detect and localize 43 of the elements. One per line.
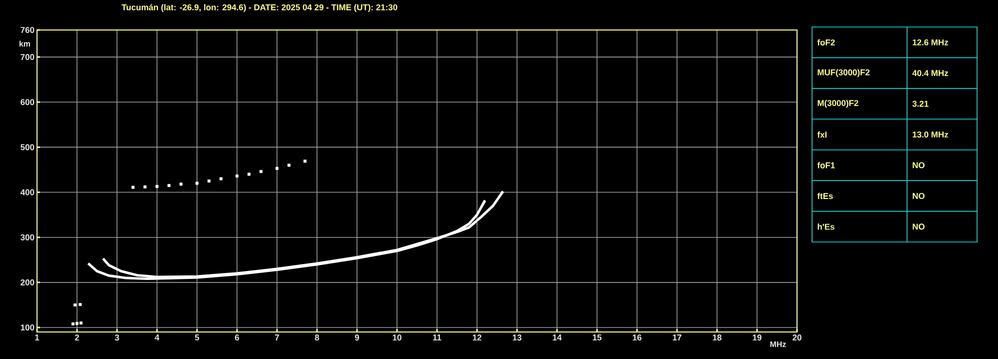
y-tick-label: 760 xyxy=(20,27,34,33)
text: foF2 xyxy=(817,39,835,46)
x-tick-label: 19 xyxy=(752,334,762,341)
x-tick-label: 18 xyxy=(712,334,722,341)
x-tick-label: 17 xyxy=(672,334,682,340)
text: fxI xyxy=(817,131,827,138)
y-tick-label: 300 xyxy=(20,234,34,240)
x-tick-label: 1 xyxy=(35,334,40,340)
x-tick-label: 11 xyxy=(433,334,442,340)
y-tick-label: 700 xyxy=(20,54,34,60)
text: h'Es xyxy=(818,224,834,230)
x-tick-label: 6 xyxy=(234,334,240,341)
text: 3.21 xyxy=(912,100,928,107)
y-tick-label: 200 xyxy=(20,279,34,286)
text: ftEs xyxy=(817,192,833,200)
y-tick-label: 600 xyxy=(20,99,34,106)
x-tick-label: 20 xyxy=(792,334,802,341)
text: 40.4 MHz xyxy=(912,70,948,76)
x-tick-label: 3 xyxy=(114,334,120,341)
x-tick-label: 5 xyxy=(194,334,200,340)
x-tick-label: 8 xyxy=(314,334,320,341)
text: NO xyxy=(912,162,925,168)
x-tick-label: 2 xyxy=(74,334,80,340)
x-tick-label: 12 xyxy=(472,334,482,340)
x-tick-label: 16 xyxy=(632,334,642,341)
x-tick-label: 14 xyxy=(552,334,562,340)
text: 12.6 MHz xyxy=(912,39,948,46)
x-tick-label: 13 xyxy=(512,334,522,341)
text: NO xyxy=(912,224,925,230)
text: 13.0 MHz xyxy=(912,132,948,138)
x-tick-label: 4 xyxy=(154,334,160,340)
y-tick-label: 500 xyxy=(20,144,34,150)
chart-title: Tucumán (lat: -26.9, lon: 294.6) - DATE: 2025 04 29 - TIME (UT): 21:30 xyxy=(122,4,398,12)
text: foF1 xyxy=(817,162,835,168)
y-tick-label: 100 xyxy=(20,324,34,330)
y-tick-label: 400 xyxy=(20,189,34,196)
text: MUF(3000)F2 xyxy=(818,69,870,78)
text: NO xyxy=(912,192,925,199)
x-tick-label: 15 xyxy=(592,334,602,340)
x-tick-label: 9 xyxy=(354,334,360,341)
x-tick-label: 7 xyxy=(275,334,279,340)
text: M(3000)F2 xyxy=(818,100,858,108)
x-tick-label: 10 xyxy=(392,334,402,341)
